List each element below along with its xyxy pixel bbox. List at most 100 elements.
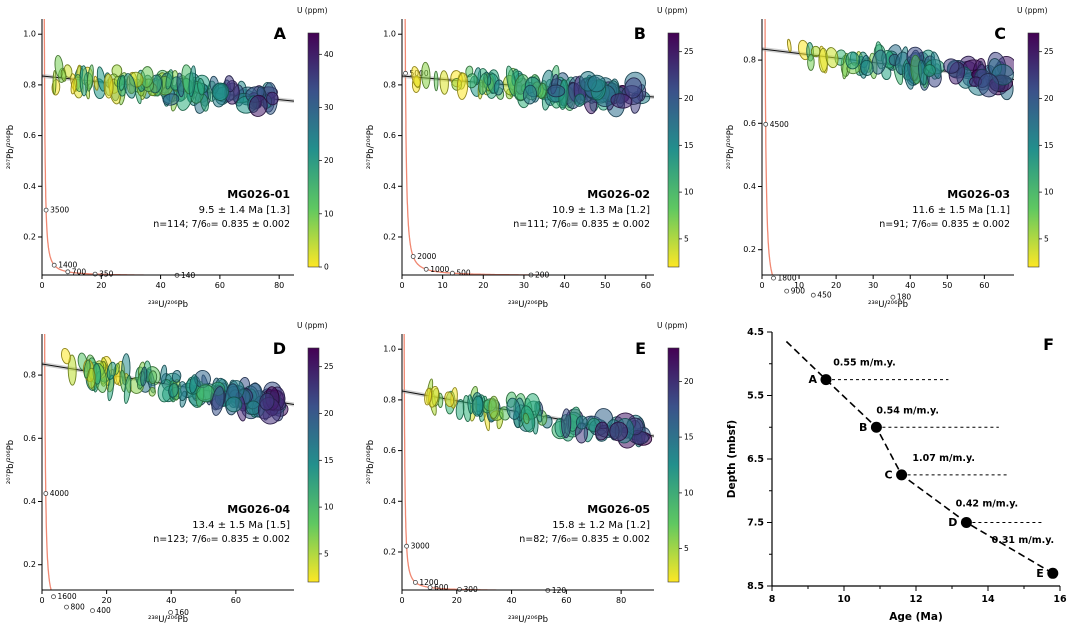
svg-text:5: 5 [684,544,689,553]
svg-text:10: 10 [1044,187,1054,196]
svg-text:8: 8 [769,594,776,605]
svg-text:25: 25 [324,362,334,371]
svg-text:²⁰⁷Pb/²⁰⁶Pb: ²⁰⁷Pb/²⁰⁶Pb [366,439,376,483]
svg-text:10: 10 [684,187,694,196]
svg-text:0.6: 0.6 [383,446,396,455]
svg-text:n=111; 7/6₀= 0.835 ± 0.002: n=111; 7/6₀= 0.835 ± 0.002 [513,219,650,230]
svg-text:13.4 ± 1.5 Ma [1.5]: 13.4 ± 1.5 Ma [1.5] [192,520,290,531]
svg-text:0.6: 0.6 [23,131,36,140]
svg-text:20: 20 [831,281,841,290]
svg-text:10: 10 [794,281,804,290]
svg-text:1.07 m/m.y.: 1.07 m/m.y. [912,452,975,463]
svg-text:20: 20 [324,409,334,418]
svg-text:A: A [808,373,817,386]
svg-text:0.4: 0.4 [23,181,36,190]
svg-text:0.8: 0.8 [23,80,36,89]
svg-text:n=91; 7/6₀= 0.835 ± 0.002: n=91; 7/6₀= 0.835 ± 0.002 [879,219,1010,230]
svg-text:80: 80 [616,596,626,605]
svg-text:0: 0 [759,281,764,290]
svg-text:350: 350 [99,269,114,278]
svg-text:MG026-05: MG026-05 [587,503,650,516]
svg-text:700: 700 [72,267,87,276]
svg-text:60: 60 [215,281,225,290]
svg-text:40: 40 [506,596,516,605]
svg-text:1200: 1200 [419,577,438,586]
svg-text:10: 10 [324,502,334,511]
svg-text:U (ppm): U (ppm) [297,321,328,330]
svg-text:60: 60 [979,281,989,290]
svg-text:U (ppm): U (ppm) [297,6,328,15]
svg-text:11.6 ± 1.5 Ma [1.1]: 11.6 ± 1.5 Ma [1.1] [912,205,1010,216]
svg-text:20: 20 [96,281,106,290]
svg-text:²³⁸U/²⁰⁶Pb: ²³⁸U/²⁰⁶Pb [148,300,188,310]
svg-text:F: F [1043,335,1054,354]
svg-text:9.5 ± 1.4 Ma [1.3]: 9.5 ± 1.4 Ma [1.3] [199,205,290,216]
svg-text:20: 20 [324,156,334,165]
panel-f: 8 10 12 14 16 4.5 5.5 6.5 7.5 8.5 Age (Ma) Depth (m… [720,315,1080,630]
svg-text:C: C [994,24,1006,43]
svg-text:0.4: 0.4 [383,496,396,505]
svg-text:4.5: 4.5 [747,327,764,338]
svg-text:D: D [273,339,286,358]
svg-text:A: A [274,24,287,43]
svg-text:0.4: 0.4 [23,497,36,506]
svg-text:15: 15 [1044,140,1054,149]
svg-text:0.8: 0.8 [383,80,396,89]
svg-text:²³⁸U/²⁰⁶Pb: ²³⁸U/²⁰⁶Pb [148,615,188,625]
svg-text:0.2: 0.2 [383,232,396,241]
svg-text:²⁰⁷Pb/²⁰⁶Pb: ²⁰⁷Pb/²⁰⁶Pb [366,124,376,168]
svg-text:0: 0 [399,281,404,290]
svg-text:²³⁸U/²⁰⁶Pb: ²³⁸U/²⁰⁶Pb [508,300,548,310]
svg-text:600: 600 [434,583,449,592]
svg-text:5: 5 [1044,234,1049,243]
svg-text:0.2: 0.2 [23,560,36,569]
svg-text:1000: 1000 [430,264,449,273]
svg-text:1400: 1400 [58,260,77,269]
svg-text:30: 30 [868,281,878,290]
svg-text:MG026-03: MG026-03 [947,188,1010,201]
svg-text:300: 300 [464,584,479,593]
svg-text:40: 40 [559,281,569,290]
svg-text:20: 20 [452,596,462,605]
svg-text:30: 30 [519,281,529,290]
svg-text:MG026-04: MG026-04 [227,503,290,516]
svg-text:2000: 2000 [417,252,436,261]
svg-text:Age (Ma): Age (Ma) [889,611,943,623]
svg-text:80: 80 [274,281,284,290]
svg-text:0.8: 0.8 [23,370,36,379]
svg-text:900: 900 [791,286,806,295]
svg-text:180: 180 [897,292,912,301]
svg-text:U (ppm): U (ppm) [1017,6,1048,15]
svg-text:60: 60 [561,596,571,605]
svg-text:10: 10 [837,594,851,605]
svg-text:5: 5 [684,234,689,243]
svg-text:0.2: 0.2 [383,547,396,556]
svg-text:n=123; 7/6₀= 0.835 ± 0.002: n=123; 7/6₀= 0.835 ± 0.002 [153,534,290,545]
svg-text:25: 25 [1044,47,1054,56]
svg-text:0.4: 0.4 [743,182,756,191]
svg-text:7.5: 7.5 [747,517,764,528]
svg-text:12: 12 [909,594,922,605]
svg-text:20: 20 [684,94,694,103]
svg-text:40: 40 [155,281,165,290]
svg-text:40: 40 [905,281,915,290]
svg-text:C: C [885,468,893,481]
svg-text:25: 25 [684,47,694,56]
svg-text:50: 50 [600,281,610,290]
svg-text:0.2: 0.2 [743,245,756,254]
svg-text:800: 800 [71,602,86,611]
svg-text:20: 20 [1044,94,1054,103]
svg-text:160: 160 [175,607,190,616]
svg-text:0.42 m/m.y.: 0.42 m/m.y. [956,498,1019,509]
svg-text:4500: 4500 [770,119,789,128]
svg-text:0: 0 [39,281,44,290]
svg-text:15: 15 [324,455,334,464]
svg-text:0.54 m/m.y.: 0.54 m/m.y. [876,405,939,416]
svg-text:1.0: 1.0 [23,29,36,38]
svg-text:1.0: 1.0 [383,29,396,38]
svg-text:B: B [859,420,867,433]
svg-text:²⁰⁷Pb/²⁰⁶Pb: ²⁰⁷Pb/²⁰⁶Pb [6,124,16,168]
svg-text:0.31 m/m.y.: 0.31 m/m.y. [992,534,1055,545]
svg-text:0.4: 0.4 [383,181,396,190]
